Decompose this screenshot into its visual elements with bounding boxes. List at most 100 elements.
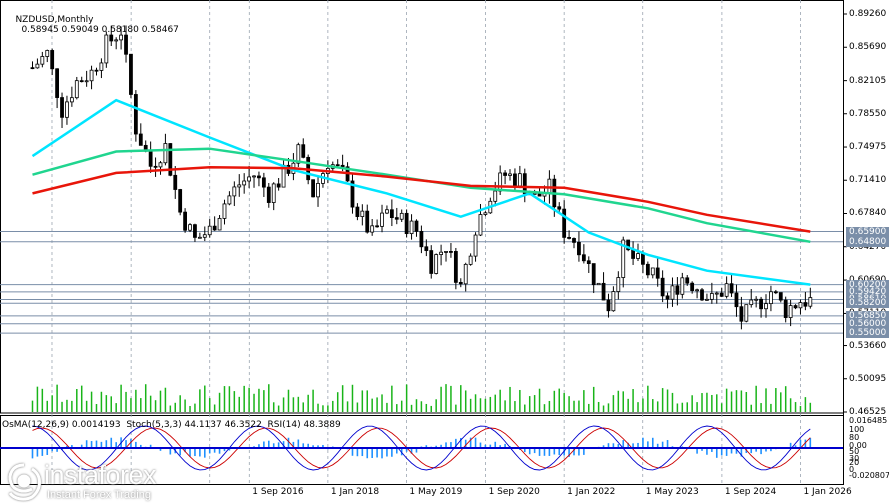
candle-body [616,277,621,292]
price-axis-tick: 0.89260 [849,9,887,19]
indicator-axis-tick: 30 [849,454,860,463]
candle-body [567,236,571,239]
candle-body [227,195,232,205]
candle-body [252,175,256,178]
candle-body [665,295,670,300]
candle-body [148,150,153,167]
candle-body [365,210,370,233]
candle-body [296,144,301,164]
candle-body [449,251,453,253]
candle-body [641,253,645,265]
level-price-tag: 0.56850 [846,310,889,321]
candle-body [247,176,251,182]
candle-body [55,68,60,98]
candle-body [709,293,714,300]
level-price-tag: 0.58200 [846,298,889,309]
candle-body [419,230,424,248]
candle-body [773,291,778,294]
candle-body [370,225,375,233]
candle-body [690,282,695,292]
candle-body [158,162,163,168]
candle-body [429,250,434,274]
candle-body [261,177,266,188]
candle-body [153,165,158,168]
candle-body [173,174,178,190]
candle-body [404,212,409,235]
indicator-axis-tick: 100 [849,425,865,434]
candle-body [798,302,803,309]
candle-body [133,94,138,135]
level-price-tag: 0.55000 [846,328,889,339]
level-price-tag: 0.60200 [846,279,889,290]
candle-body [399,212,404,220]
candle-body [94,69,99,72]
candle-body [129,53,133,95]
candle-body [35,63,40,69]
level-price-tag: 0.65900 [846,226,889,237]
candle-body [581,254,586,262]
candle-body [124,34,128,55]
time-axis-label: 1 Sep 2020 [488,487,540,497]
instaforex-logo-icon [8,463,41,501]
price-axis-tick: 0.78550 [849,108,887,119]
candle-body [463,263,468,285]
moving-average-line [31,98,811,286]
candle-body [695,289,699,292]
candle-body [168,143,173,176]
indicator-axis-tick: 50 [849,447,860,456]
chart-title: NZDUSD,Monthly 0.58945 0.59049 0.58180 0… [4,5,178,45]
level-price-tag: 0.64800 [846,236,889,247]
candle-body [508,173,512,176]
candle-body [301,144,306,158]
candle-body [389,209,394,219]
candle-body [453,251,458,283]
candle-body [503,172,507,176]
time-axis-label: 1 Jan 2026 [803,487,852,497]
moving-average-line [32,166,811,233]
indicator-axis-tick: 80 [849,433,860,442]
candle-body [513,173,517,187]
price-axis-tick: 0.46525 [849,407,887,417]
price-axis-tick: 0.71410 [849,175,887,186]
candle-body [803,302,808,307]
indicator-axis-tick: -0.020807 [849,471,889,480]
candle-body [621,239,626,278]
candle-body [793,305,798,309]
candle-body [340,164,345,168]
candle-body [375,225,379,228]
indicator-axis-tick: 0.00 [849,441,867,450]
candle-body [114,39,119,42]
candle-body [522,173,527,195]
indicator-axis-tick: 0.016485 [849,416,888,425]
candle-body [562,208,567,238]
candle-body [705,298,709,301]
candle-body [601,282,606,301]
candle-body [193,224,197,238]
candle-body [572,238,576,243]
candle-body [636,253,640,259]
time-axis-label: 1 Jan 2018 [330,487,380,497]
candle-body [675,285,680,295]
candle-body [355,206,360,217]
candle-body [380,212,384,227]
candle-body [409,220,414,235]
indicator-axis-tick: 20 [849,458,860,467]
candle-body [626,239,631,251]
candle-body [778,292,783,301]
time-axis-label: 1 Sep 2024 [724,487,777,497]
candle-body [394,217,399,220]
candle-body [138,133,143,146]
candle-body [276,183,281,188]
candle-body [577,241,581,256]
candle-body [749,299,754,306]
price-axis-tick: 0.67840 [849,208,887,219]
candle-body [99,62,104,71]
candle-body [222,203,227,219]
candle-body [242,180,247,186]
candle-body [670,285,675,300]
candle-body [197,236,202,239]
candle-body [660,277,665,297]
candle-body [237,184,242,188]
